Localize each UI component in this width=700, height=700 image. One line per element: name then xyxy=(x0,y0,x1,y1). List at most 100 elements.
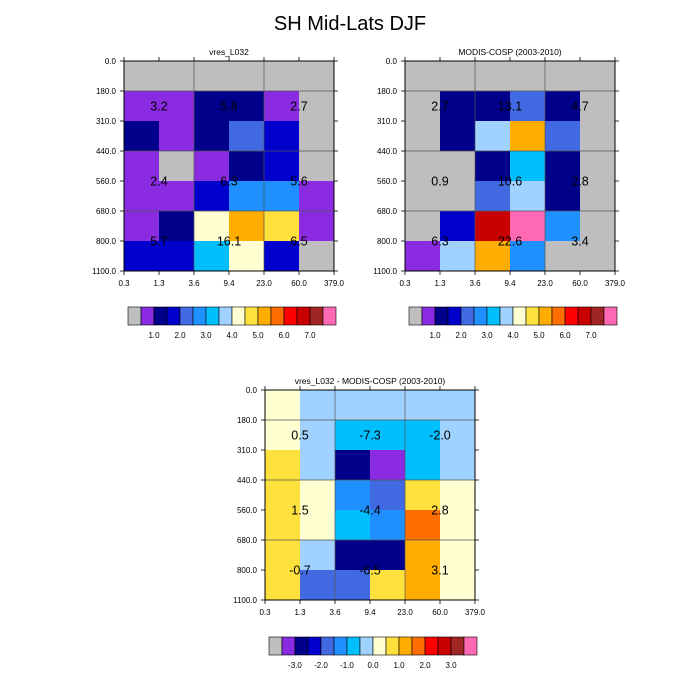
heatmap-cell xyxy=(229,211,265,242)
heatmap-cell xyxy=(510,121,546,152)
heatmap-cell xyxy=(335,450,371,481)
heatmap-cell xyxy=(299,91,335,122)
panel-1: vres_L032 0.0 180.0 310.0 440.0 560.0 680.0 800… xyxy=(92,47,344,340)
y-tick-label: 800.0 xyxy=(237,566,258,575)
heatmap-cell xyxy=(335,420,371,451)
cell-value-label: 0.5 xyxy=(291,429,308,443)
colorbar-swatch xyxy=(140,306,155,326)
colorbar-swatch xyxy=(333,636,348,656)
heatmap-cell xyxy=(264,211,300,242)
colorbar-swatch xyxy=(205,306,220,326)
heatmap-cell xyxy=(300,510,336,541)
heatmap-cell xyxy=(124,151,160,182)
heatmap-cell xyxy=(580,61,616,92)
heatmap-cell xyxy=(335,510,371,541)
x-tick-label: 60.0 xyxy=(291,279,307,288)
heatmap-cell xyxy=(440,510,476,541)
heatmap-cell xyxy=(264,121,300,152)
heatmap-cell xyxy=(405,91,441,122)
heatmap-cell xyxy=(370,450,406,481)
heatmap-cell xyxy=(299,61,335,92)
heatmap-cell xyxy=(510,151,546,182)
heatmap-cell xyxy=(510,241,546,272)
heatmap-cell xyxy=(545,241,581,272)
y-tick-label: 800.0 xyxy=(96,237,117,246)
panel-3: vres_L032 - MODIS-COSP (2003-2010) 0.0 180… xyxy=(233,376,485,670)
heatmap-cell xyxy=(475,61,511,92)
heatmap-cell xyxy=(405,61,441,92)
colorbar-swatch xyxy=(473,306,488,326)
heatmap-cell xyxy=(124,91,160,122)
colorbar-label: 0.0 xyxy=(367,661,379,670)
heatmap-cell xyxy=(335,480,371,511)
cell-value-label: 13.1 xyxy=(498,100,522,114)
heatmap-cell xyxy=(299,241,335,272)
x-tick-label: 60.0 xyxy=(432,608,448,617)
cell-value-label: 3.2 xyxy=(150,100,167,114)
heatmap-cell xyxy=(475,151,511,182)
colorbar-swatch xyxy=(447,306,462,326)
cell-value-label: 2.7 xyxy=(290,100,307,114)
cell-value-label: 3.4 xyxy=(571,235,588,249)
heatmap-cell xyxy=(300,450,336,481)
panel-title: MODIS-COSP (2003-2010) xyxy=(458,47,561,57)
x-tick-label: 23.0 xyxy=(397,608,413,617)
y-tick-label: 0.0 xyxy=(246,386,258,395)
heatmap-cell xyxy=(159,91,195,122)
cell-value-label: -4.4 xyxy=(359,504,381,518)
heatmap-cell xyxy=(370,420,406,451)
heatmap-cell xyxy=(580,121,616,152)
colorbar-label: 1.0 xyxy=(429,331,441,340)
heatmap-cell xyxy=(300,390,336,421)
heatmap-cell xyxy=(440,151,476,182)
y-tick-label: 310.0 xyxy=(96,117,117,126)
heatmap-cell xyxy=(229,181,265,212)
heatmap-cell xyxy=(194,211,230,242)
y-tick-label: 440.0 xyxy=(377,147,398,156)
heatmap-cell xyxy=(405,121,441,152)
colorbar-label: 5.0 xyxy=(533,331,545,340)
y-tick-label: 680.0 xyxy=(377,207,398,216)
colorbar-label: 2.0 xyxy=(174,331,186,340)
heatmap-cell xyxy=(545,181,581,212)
x-tick-label: 3.6 xyxy=(188,279,200,288)
heatmap-cell xyxy=(124,211,160,242)
heatmap-cell xyxy=(370,390,406,421)
cell-value-label: 6.3 xyxy=(220,175,237,189)
heatmap-cell xyxy=(229,61,265,92)
cell-value-label: 10.6 xyxy=(498,175,522,189)
heatmap-cell xyxy=(300,570,336,601)
colorbar-swatch xyxy=(268,636,283,656)
heatmap-cell xyxy=(229,91,265,122)
heatmap-cell xyxy=(335,390,371,421)
colorbar-label: -3.0 xyxy=(288,661,302,670)
colorbar-label: 6.0 xyxy=(559,331,571,340)
y-tick-label: 680.0 xyxy=(96,207,117,216)
heatmap-cell xyxy=(405,510,441,541)
heatmap-cell xyxy=(440,121,476,152)
heatmap-cell xyxy=(264,241,300,272)
colorbar-swatch xyxy=(450,636,465,656)
y-tick-label: 1100.0 xyxy=(233,596,257,605)
cell-value-label: -2.0 xyxy=(429,429,451,443)
y-tick-label: 1100.0 xyxy=(373,267,397,276)
y-tick-label: 560.0 xyxy=(237,506,258,515)
heatmap-cell xyxy=(440,181,476,212)
panel-title: vres_L032 - MODIS-COSP (2003-2010) xyxy=(295,376,446,386)
cell-value-label: -7.3 xyxy=(359,429,381,443)
heatmap-cell xyxy=(370,540,406,571)
colorbar-swatch xyxy=(244,306,259,326)
colorbar-swatch xyxy=(437,636,452,656)
panel-2: MODIS-COSP (2003-2010) 0.0 180.0 310.0 440.0… xyxy=(373,47,625,340)
heatmap-cell xyxy=(229,121,265,152)
heatmap-cell xyxy=(264,91,300,122)
heatmap-cell xyxy=(370,480,406,511)
cell-value-label: 4.7 xyxy=(571,100,588,114)
heatmap-cell xyxy=(475,211,511,242)
heatmap-cell xyxy=(580,91,616,122)
colorbar-swatch xyxy=(434,306,449,326)
heatmap-cell xyxy=(405,211,441,242)
heatmap-cell xyxy=(405,570,441,601)
heatmap-cell xyxy=(229,241,265,272)
